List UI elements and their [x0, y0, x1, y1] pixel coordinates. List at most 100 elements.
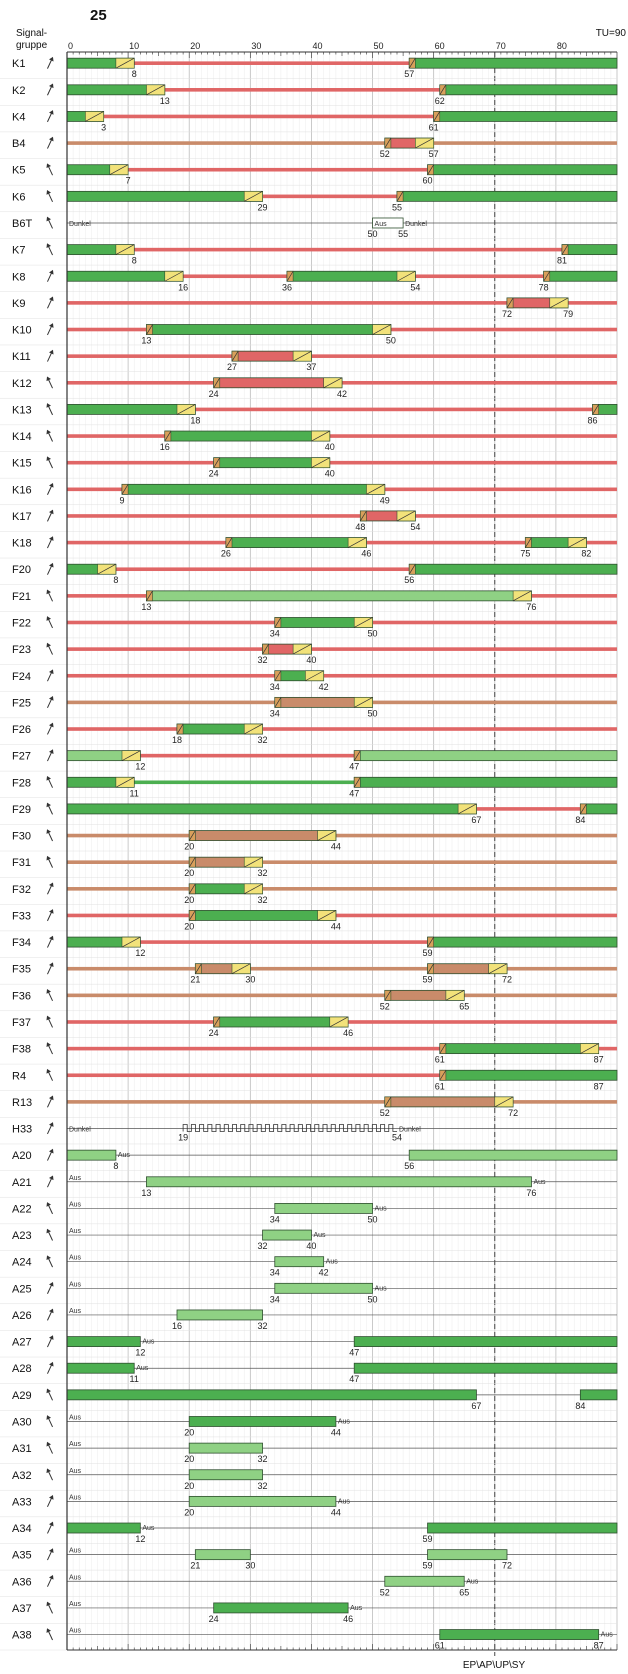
signal-row-f22: F22 34 50 — [0, 616, 617, 638]
signal-group-label: A26 — [12, 1310, 32, 1322]
bar-end-label: 46 — [343, 1614, 353, 1624]
signal-row-a37: A37 Aus 24 46 Aus — [0, 1601, 617, 1624]
bar-end-label: 72 — [508, 1108, 518, 1118]
direction-arrow-icon — [47, 1548, 54, 1561]
red-amber-diagonal — [525, 537, 532, 548]
arrow-head — [46, 642, 51, 648]
amber-diagonal — [244, 191, 263, 202]
phase-bar — [146, 590, 532, 602]
red-amber-diagonal — [188, 883, 196, 895]
phase-bar — [66, 1336, 141, 1347]
bar-end-label: 42 — [319, 1268, 329, 1278]
bar-start-label: 21 — [190, 1561, 200, 1571]
arrow-head — [46, 616, 51, 621]
bar-end-label: 12 — [135, 1534, 145, 1544]
signal-group-label: F28 — [12, 777, 31, 789]
bar-start-label: 13 — [141, 602, 151, 612]
bar-end-label: 67 — [471, 815, 481, 825]
background-stripe — [67, 887, 617, 891]
bar-end-label: 54 — [410, 282, 420, 292]
bar-end-label: 82 — [581, 549, 591, 559]
red-amber-diagonal — [580, 803, 587, 815]
arrow-head — [49, 882, 54, 888]
signal-group-label: A24 — [12, 1257, 32, 1269]
phase-bar — [439, 84, 618, 96]
bar-end-label: 11 — [130, 788, 139, 798]
signal-row-f36: F36 52 65 — [0, 989, 617, 1011]
bar-end-label: 7 — [126, 176, 131, 186]
phase-bar — [561, 244, 618, 256]
aus-label-left: Aus — [69, 1308, 82, 1315]
phase-bar — [213, 377, 343, 389]
red-amber-diagonal — [121, 484, 129, 495]
signal-row-a35: A35 Aus 21 30 59 72 — [0, 1548, 617, 1571]
direction-arrow-icon — [47, 1574, 54, 1587]
signal-row-k10: K10 13 50 — [0, 323, 617, 346]
arrow-head — [49, 1521, 54, 1527]
direction-arrow-icon — [46, 1601, 53, 1614]
signal-group-label: K15 — [12, 458, 32, 470]
phase-bar — [408, 563, 618, 575]
bar-start-label: 59 — [423, 975, 433, 985]
amber-diagonal — [244, 883, 263, 895]
phase-bar — [146, 324, 392, 335]
direction-arrow-icon — [46, 1415, 53, 1428]
phase-bar — [213, 1016, 349, 1028]
signal-group-label: K10 — [12, 325, 32, 337]
arrow-head — [46, 1042, 51, 1047]
signal-group-label: F30 — [12, 831, 31, 843]
signal-row-k8: K8 16 36 54 78 — [0, 269, 618, 292]
phase-bar — [188, 1495, 337, 1507]
amber-diagonal — [109, 164, 129, 176]
phase-bar — [353, 1336, 618, 1347]
signal-row-k6: K6 29 55 — [0, 190, 618, 212]
background-stripe — [67, 1073, 617, 1078]
axis-layer: 0 10 20 30 40 50 60 70 80 — [66, 41, 618, 1651]
signal-row-f31: F31 20 32 — [0, 855, 617, 878]
amber-diagonal — [549, 297, 569, 309]
bar-end-label: 44 — [331, 921, 341, 931]
bar-end-label: 32 — [258, 1454, 268, 1464]
signal-row-k9: K9 72 79 — [0, 296, 617, 319]
red-amber-diagonal — [353, 750, 361, 761]
background-stripe — [67, 247, 617, 252]
bar-start-label: 34 — [270, 682, 280, 692]
phase-bar — [66, 404, 196, 415]
signal-group-label: A27 — [12, 1337, 32, 1349]
signal-group-label: A37 — [12, 1603, 32, 1615]
phase-bar — [213, 1602, 349, 1614]
bar-start-label: 52 — [380, 1108, 390, 1118]
red-amber-diagonal — [274, 670, 282, 681]
bar-start-label: 61 — [435, 1641, 445, 1651]
amber-diagonal — [292, 350, 312, 362]
amber-diagonal — [372, 324, 392, 335]
signal-group-label: A23 — [12, 1230, 32, 1242]
signal-group-label: A34 — [12, 1523, 32, 1535]
background-stripe — [67, 407, 617, 412]
bar-end-label: 40 — [325, 442, 335, 452]
direction-arrow-icon — [46, 802, 53, 815]
phase-bar — [353, 1362, 618, 1374]
arrow-head — [49, 296, 54, 302]
arrow-head — [46, 1601, 51, 1607]
signal-row-a38: A38 Aus 61 87 Aus — [0, 1628, 617, 1651]
bar-start-label: 60 — [423, 176, 433, 186]
phase-bar — [543, 270, 618, 282]
arrow-head — [46, 989, 51, 994]
direction-arrow-icon — [47, 696, 54, 709]
bar-end-label: 87 — [594, 1081, 604, 1091]
bar-end-label: 54 — [392, 1133, 402, 1143]
signal-group-label: R4 — [12, 1070, 26, 1082]
direction-arrow-icon — [47, 56, 54, 69]
bar-end-label: 8 — [132, 69, 137, 79]
dunkel-label: Dunkel — [69, 1127, 91, 1134]
signal-row-f26: F26 18 32 — [0, 722, 617, 745]
arrow-head — [49, 562, 54, 568]
signal-group-label: A35 — [12, 1550, 32, 1562]
bar-end-label: 44 — [331, 1427, 341, 1437]
signal-row-a34: A34 12 Aus 59 — [0, 1521, 618, 1544]
direction-arrow-icon — [46, 1255, 53, 1268]
